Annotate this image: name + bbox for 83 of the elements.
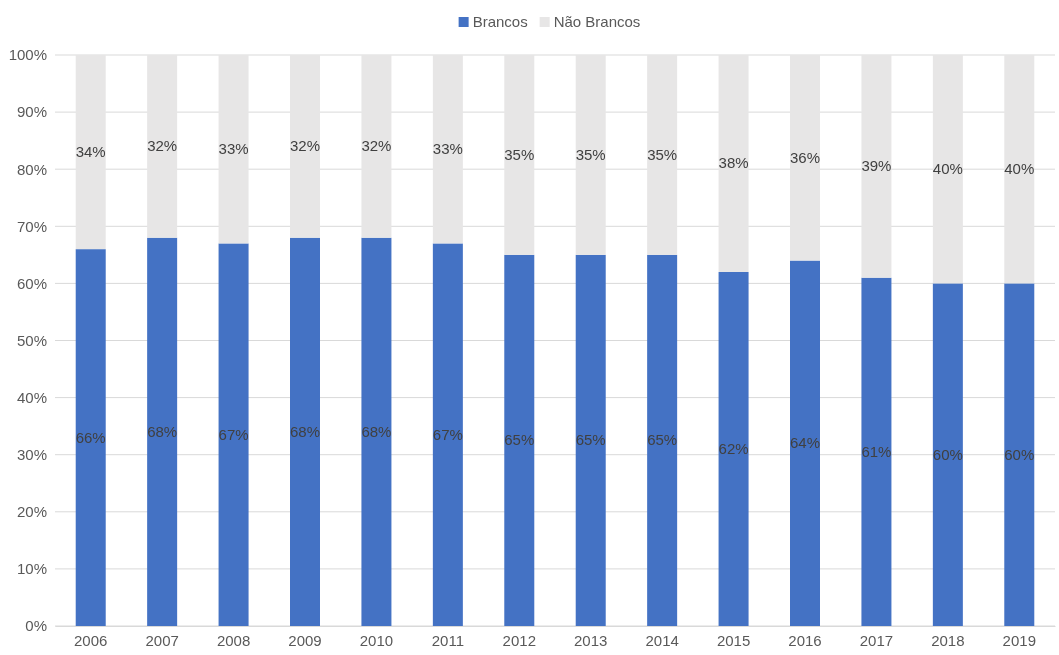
bar — [361, 55, 392, 238]
bar — [432, 243, 463, 626]
data-label: 40% — [932, 160, 963, 178]
data-label: 40% — [1004, 160, 1035, 178]
bar — [932, 55, 963, 284]
y-tick-label: 60% — [16, 274, 47, 292]
data-label: 36% — [789, 148, 821, 166]
bar — [75, 55, 106, 250]
bar — [861, 55, 892, 278]
data-label: 66% — [75, 428, 106, 446]
bar — [290, 237, 320, 626]
bar — [647, 254, 678, 626]
data-label: 35% — [504, 145, 535, 163]
bar — [218, 243, 249, 626]
bar — [932, 283, 963, 626]
bar — [218, 55, 249, 244]
data-label: 68% — [361, 422, 392, 440]
x-tick-label: 2006 — [74, 631, 108, 649]
data-label: 65% — [575, 431, 606, 449]
data-label: 35% — [647, 145, 678, 163]
data-label: 39% — [861, 157, 892, 175]
bar — [790, 55, 820, 261]
x-tick-label: 2019 — [1002, 631, 1036, 649]
y-tick-label: 100% — [8, 46, 47, 64]
x-tick-label: 2016 — [788, 631, 822, 649]
data-label: 34% — [75, 143, 106, 161]
data-label: 67% — [432, 425, 463, 443]
bar — [432, 55, 463, 244]
y-tick-label: 70% — [16, 217, 47, 235]
data-label: 60% — [932, 445, 963, 463]
bar — [790, 260, 820, 626]
data-label: 38% — [718, 154, 749, 172]
data-label: 61% — [861, 442, 892, 460]
bar — [75, 249, 106, 626]
y-tick-label: 80% — [16, 160, 47, 178]
x-tick-label: 2014 — [645, 631, 679, 649]
x-tick-label: 2013 — [574, 631, 608, 649]
legend-label: Brancos — [472, 13, 528, 30]
bar — [575, 254, 606, 626]
bar — [1004, 283, 1035, 626]
data-label: 65% — [647, 431, 678, 449]
bar — [718, 271, 749, 626]
bar — [575, 55, 606, 255]
bar — [718, 55, 749, 272]
data-label: 33% — [432, 140, 463, 158]
data-label: 32% — [289, 137, 321, 155]
data-label: 32% — [147, 137, 178, 155]
y-tick-label: 0% — [25, 617, 47, 635]
bar — [861, 277, 892, 626]
bar — [504, 55, 535, 255]
x-tick-label: 2017 — [859, 631, 894, 649]
y-tick-label: 50% — [16, 331, 47, 349]
y-tick-label: 30% — [16, 446, 47, 463]
bar — [290, 55, 320, 238]
bar — [147, 55, 178, 238]
x-tick-label: 2010 — [359, 631, 394, 649]
data-label: 64% — [789, 434, 821, 452]
x-tick-label: 2007 — [145, 631, 179, 649]
x-tick-label: 2015 — [716, 631, 751, 649]
data-label: 67% — [218, 425, 249, 443]
data-label: 68% — [147, 422, 178, 440]
bar — [1004, 55, 1035, 284]
y-tick-label: 10% — [16, 560, 47, 578]
data-label: 35% — [575, 145, 606, 163]
y-tick-label: 40% — [16, 388, 47, 406]
data-label: 62% — [718, 439, 749, 457]
y-tick-label: 90% — [16, 103, 47, 121]
bar — [147, 237, 178, 626]
x-tick-label: 2011 — [431, 631, 464, 649]
bar — [361, 237, 392, 626]
bar — [504, 254, 535, 626]
x-tick-label: 2012 — [502, 631, 536, 649]
x-tick-label: 2009 — [288, 631, 322, 649]
data-label: 68% — [289, 422, 321, 440]
legend-label: Não Brancos — [553, 13, 641, 30]
x-tick-label: 2008 — [216, 631, 251, 649]
bar — [647, 55, 678, 255]
data-label: 33% — [218, 140, 249, 158]
data-label: 60% — [1004, 445, 1035, 463]
y-tick-label: 20% — [16, 503, 47, 521]
x-tick-label: 2018 — [931, 631, 965, 649]
data-label: 32% — [361, 137, 392, 155]
data-label: 65% — [504, 431, 535, 449]
